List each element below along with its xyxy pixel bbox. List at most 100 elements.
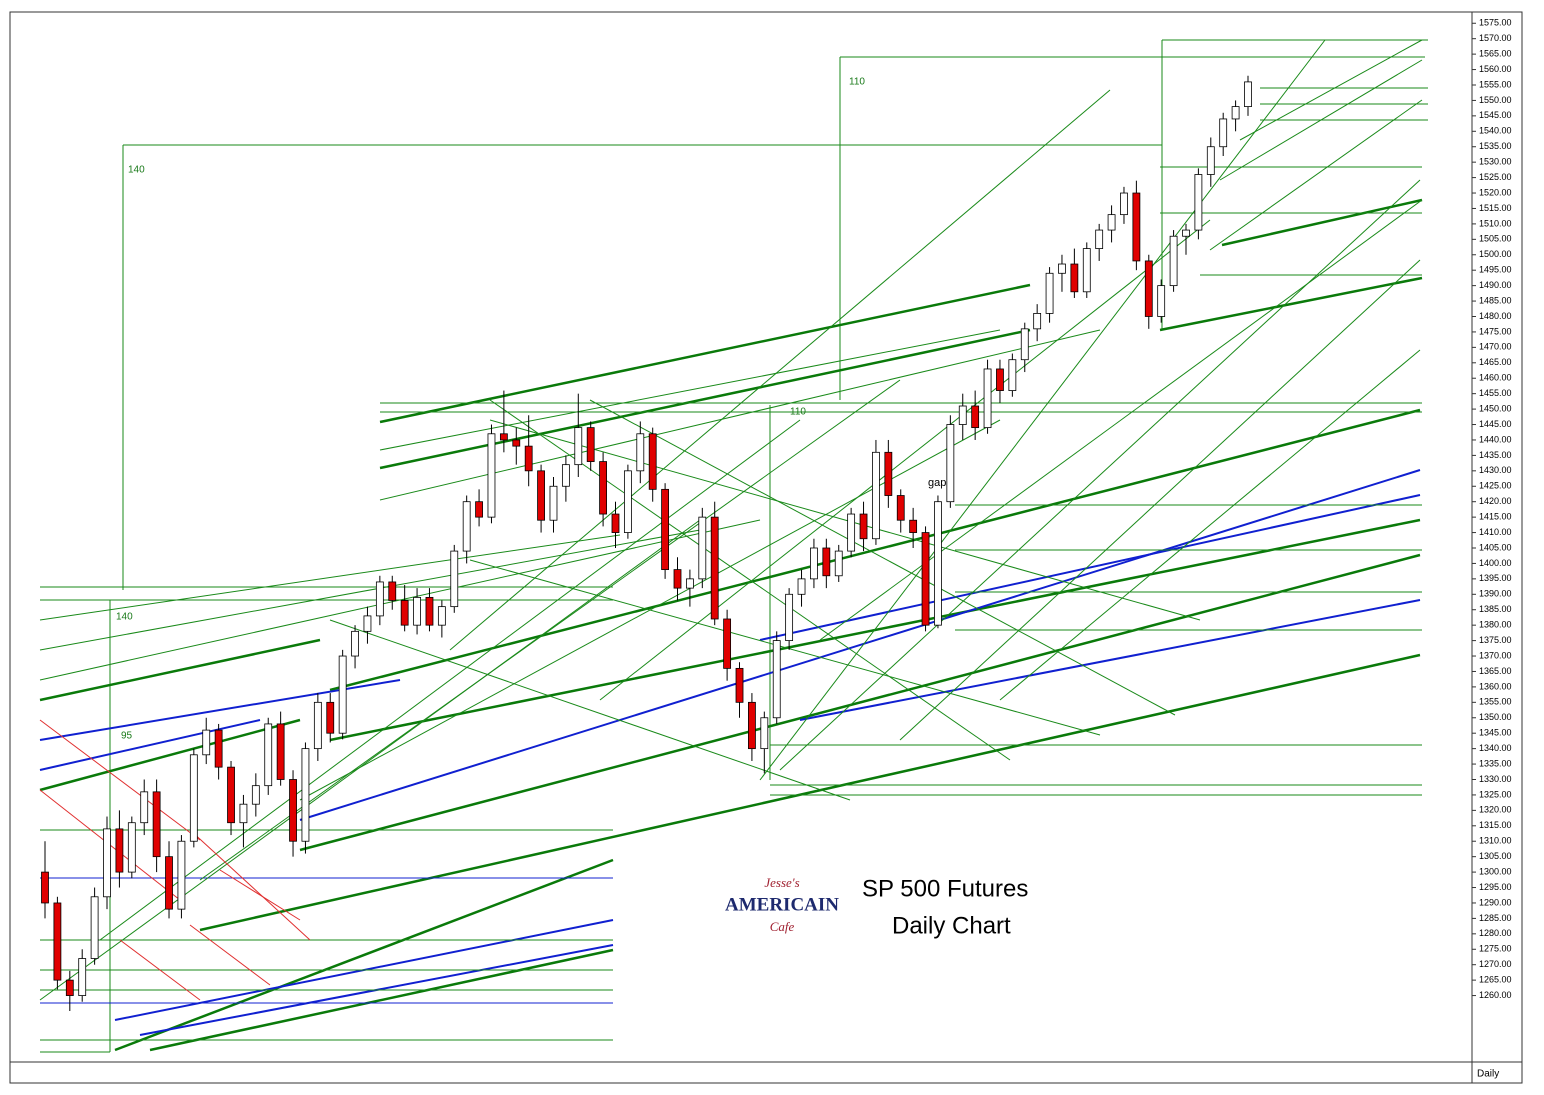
y-tick-label: 1420.00 [1479, 496, 1512, 506]
y-tick-label: 1320.00 [1479, 805, 1512, 815]
y-tick-label: 1510.00 [1479, 218, 1512, 228]
candle-body [127, 822, 136, 873]
y-tick-label: 1535.00 [1479, 141, 1512, 151]
candle-body [1144, 260, 1153, 317]
y-tick-label: 1395.00 [1479, 573, 1512, 583]
candle-body [872, 451, 880, 540]
candle-body [810, 547, 818, 580]
trend-line [899, 259, 1421, 741]
candle-body [1182, 229, 1190, 237]
trend-line [799, 599, 1421, 721]
candle-body [1045, 272, 1054, 314]
candle-body [115, 828, 124, 873]
y-tick-label: 1305.00 [1479, 851, 1512, 861]
candle-body [847, 513, 856, 552]
logo-text: Jesse's [764, 875, 799, 890]
candle-body [264, 723, 273, 787]
candle-body [41, 871, 49, 904]
trend-line [589, 399, 1176, 716]
candle-body [611, 513, 620, 533]
trend-line [39, 519, 701, 1001]
period-label: Daily [1477, 1069, 1499, 1080]
candle-body [623, 470, 632, 533]
candle-body [165, 856, 173, 910]
trend-line [39, 519, 761, 681]
candle-body [748, 701, 756, 750]
candle-body [797, 578, 806, 595]
candle-body [78, 958, 87, 996]
y-tick-label: 1555.00 [1479, 79, 1512, 89]
y-tick-label: 1300.00 [1479, 866, 1512, 876]
y-tick-label: 1340.00 [1479, 743, 1512, 753]
trend-line [1221, 198, 1423, 247]
trend-line [449, 89, 1111, 651]
candle-body [152, 791, 161, 858]
trend-line [39, 718, 301, 792]
y-tick-label: 1365.00 [1479, 666, 1512, 676]
y-tick-label: 1480.00 [1479, 311, 1512, 321]
trend-line [1159, 276, 1423, 332]
y-tick-label: 1435.00 [1479, 450, 1512, 460]
trend-line [599, 219, 1211, 701]
trend-line [1219, 59, 1423, 181]
candle-body [351, 630, 359, 657]
y-tick-label: 1290.00 [1479, 897, 1512, 907]
y-tick-label: 1530.00 [1479, 157, 1512, 167]
candle-body [475, 501, 483, 518]
candle-body [103, 828, 111, 898]
trend-line [299, 419, 1001, 801]
candle-body [735, 667, 744, 703]
candle-body [884, 451, 893, 496]
trend-line [329, 619, 851, 801]
y-tick-label: 1380.00 [1479, 620, 1512, 630]
y-tick-label: 1575.00 [1479, 18, 1512, 28]
trend-line [469, 559, 1101, 736]
candles [41, 75, 1252, 1011]
trend-line [489, 419, 1201, 621]
candle-body [177, 840, 186, 910]
candle-body [425, 596, 434, 626]
candle-body [599, 461, 607, 515]
candle-body [363, 615, 372, 632]
y-tick-label: 1565.00 [1479, 49, 1512, 59]
candle-body [512, 439, 521, 447]
trend-line [379, 329, 1101, 501]
candle-body [561, 464, 570, 487]
candle-body [921, 532, 930, 626]
y-tick-label: 1280.00 [1479, 928, 1512, 938]
candle-body [1219, 118, 1228, 148]
trend-line [189, 829, 311, 941]
trend-line [39, 638, 321, 702]
y-tick-label: 1485.00 [1479, 295, 1512, 305]
candle-body [636, 433, 645, 472]
candle-body [1132, 192, 1141, 262]
y-tick-label: 1520.00 [1479, 187, 1512, 197]
y-tick-label: 1310.00 [1479, 836, 1512, 846]
y-tick-label: 1400.00 [1479, 558, 1512, 568]
trend-line [1209, 99, 1423, 251]
candle-body [1169, 235, 1178, 287]
y-tick-label: 1440.00 [1479, 434, 1512, 444]
candle-body [1020, 328, 1029, 361]
y-tick-label: 1260.00 [1479, 990, 1512, 1000]
candle-body [1206, 146, 1215, 175]
candle-body [859, 513, 868, 540]
y-axis: 1575.00 1570.00 1565.00 1560.00 1555.00 1550.… [1472, 18, 1512, 1000]
candle-body [896, 495, 905, 521]
chart-subtitle: Daily Chart [892, 912, 1011, 939]
logo-text: AMERICAIN [725, 894, 839, 915]
y-tick-label: 1415.00 [1479, 512, 1512, 522]
y-tick-label: 1285.00 [1479, 913, 1512, 923]
annotation: 110 [790, 407, 806, 418]
trend-line [299, 553, 1421, 852]
candle-body [227, 766, 235, 824]
annotation: 95 [121, 731, 133, 742]
candle-body [140, 791, 149, 824]
trend-line [999, 349, 1421, 701]
candle-body [698, 516, 707, 580]
candle-body [313, 701, 322, 750]
trend-line [149, 948, 614, 1052]
candle-body [1082, 248, 1091, 293]
y-tick-label: 1505.00 [1479, 234, 1512, 244]
